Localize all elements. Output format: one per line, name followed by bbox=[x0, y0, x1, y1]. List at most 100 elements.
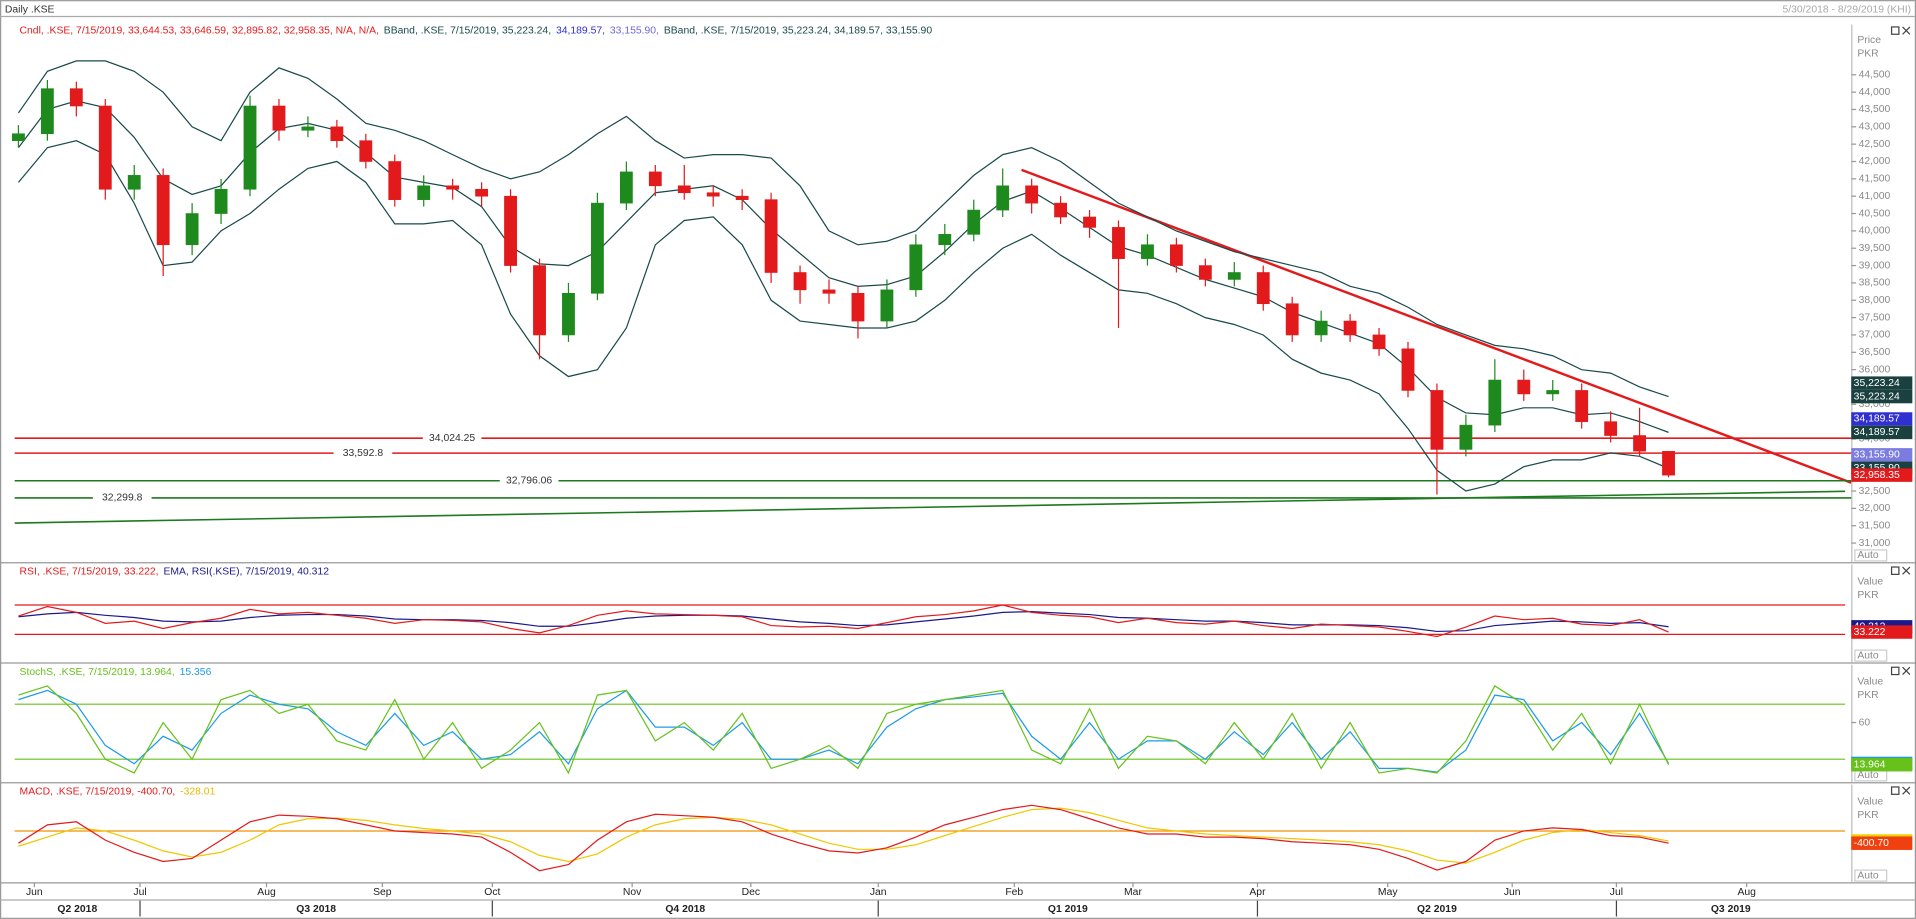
candle-body bbox=[764, 199, 778, 273]
candle-body bbox=[1314, 320, 1328, 336]
candle-body bbox=[822, 289, 836, 294]
axis-title: Value bbox=[1857, 677, 1883, 688]
candle-body bbox=[1575, 390, 1589, 422]
legend-entry: MACD, .KSE, 7/15/2019, -400.70, bbox=[20, 787, 176, 798]
candle-body bbox=[1025, 185, 1039, 204]
series-line bbox=[17, 140, 1669, 492]
y-tick-label: 36,000 bbox=[1859, 364, 1891, 375]
label-bg bbox=[333, 447, 393, 460]
candle-body bbox=[214, 188, 228, 214]
quarter-label: Q4 2018 bbox=[665, 904, 705, 915]
y-tick-label: 60 bbox=[1859, 717, 1871, 728]
candle-body bbox=[40, 88, 54, 135]
auto-button-label[interactable]: Auto bbox=[1857, 770, 1879, 781]
value-box bbox=[1851, 412, 1913, 426]
auto-button[interactable] bbox=[1854, 869, 1888, 882]
y-tick-label: 40,000 bbox=[1859, 226, 1891, 237]
candle-body bbox=[677, 185, 691, 194]
candle-body bbox=[562, 293, 575, 336]
line-label: 32,299.8 bbox=[102, 493, 143, 504]
value-box bbox=[1851, 376, 1913, 390]
series-line bbox=[18, 604, 1669, 638]
x-tick-label: Jul bbox=[133, 887, 146, 898]
candle-body bbox=[1343, 320, 1357, 336]
candle-body bbox=[1372, 334, 1386, 350]
candle-body bbox=[706, 192, 720, 197]
value-box-label: 34,189.57 bbox=[1854, 427, 1900, 438]
candle-body bbox=[851, 293, 865, 322]
candle-body bbox=[1227, 272, 1241, 280]
candle-body bbox=[243, 105, 257, 190]
y-tick-label: 41,500 bbox=[1859, 174, 1891, 185]
value-box-label: 34,189.57 bbox=[1854, 414, 1900, 425]
panel-icon[interactable] bbox=[1890, 786, 1900, 795]
axis-unit: PKR bbox=[1857, 810, 1879, 821]
series-line bbox=[17, 60, 1669, 398]
y-tick-label: 43,000 bbox=[1859, 122, 1891, 133]
candle-body bbox=[1083, 216, 1096, 228]
auto-button[interactable] bbox=[1854, 649, 1888, 662]
y-tick-label: 43,500 bbox=[1859, 104, 1891, 115]
quarter-label: Q2 2018 bbox=[57, 904, 97, 915]
panel-icon[interactable] bbox=[1902, 26, 1911, 35]
auto-button-label[interactable]: Auto bbox=[1857, 550, 1879, 561]
panel-icon[interactable] bbox=[1890, 26, 1900, 35]
candle-body bbox=[1256, 272, 1270, 305]
value-box-label: 35,223.24 bbox=[1854, 378, 1900, 389]
value-box-label: 32,958.35 bbox=[1854, 470, 1900, 481]
value-box-label: 13.964 bbox=[1854, 759, 1886, 770]
line-label: 34,024.25 bbox=[429, 433, 475, 444]
label-bg bbox=[422, 432, 482, 445]
candle-body bbox=[330, 126, 344, 141]
quarter-label: Q1 2019 bbox=[1048, 904, 1088, 915]
candle-body bbox=[590, 202, 604, 294]
legend-entry: 15.356 bbox=[180, 667, 212, 678]
series-line bbox=[18, 804, 1669, 872]
candle-body bbox=[1112, 227, 1125, 259]
x-tick-label: Aug bbox=[1737, 887, 1756, 898]
chart-title: Daily .KSE bbox=[5, 5, 55, 16]
x-tick-label: Jun bbox=[1504, 887, 1521, 898]
candle-body bbox=[1054, 202, 1068, 218]
y-tick-label: 36,500 bbox=[1859, 347, 1891, 358]
candle-body bbox=[1604, 421, 1618, 436]
legend-entry: StochS, .KSE, 7/15/2019, 13.964, bbox=[20, 667, 175, 678]
auto-button-label[interactable]: Auto bbox=[1857, 650, 1879, 661]
x-tick-label: Dec bbox=[742, 887, 760, 898]
legend-entry: Cndl, .KSE, 7/15/2019, 33,644.53, 33,646… bbox=[20, 25, 379, 36]
candle-body bbox=[1430, 390, 1444, 450]
candle-body bbox=[793, 272, 807, 291]
trend-line bbox=[14, 490, 1846, 524]
candle-body bbox=[359, 140, 373, 162]
panel-icon[interactable] bbox=[1902, 566, 1911, 575]
candle-body bbox=[185, 213, 199, 246]
legend-entry: BBand, .KSE, 7/15/2019, 35,223.24, bbox=[384, 25, 551, 36]
value-box bbox=[1851, 425, 1913, 440]
y-tick-label: 35,000 bbox=[1859, 399, 1891, 410]
y-tick-label: 37,500 bbox=[1859, 312, 1891, 323]
x-tick-label: Jun bbox=[26, 887, 43, 898]
x-tick-label: Feb bbox=[1005, 887, 1023, 898]
quarter-label: Q2 2019 bbox=[1417, 904, 1457, 915]
panel-icon[interactable] bbox=[1890, 666, 1900, 676]
auto-button[interactable] bbox=[1854, 549, 1888, 562]
panel-icon[interactable] bbox=[1890, 566, 1900, 575]
candle-body bbox=[880, 289, 894, 322]
candle-body bbox=[1401, 348, 1415, 391]
panel-icon[interactable] bbox=[1902, 786, 1911, 795]
auto-button-label[interactable]: Auto bbox=[1857, 870, 1879, 881]
candle-body bbox=[417, 185, 431, 200]
legend-entry: 33,155.90, bbox=[610, 25, 659, 36]
y-tick-label: 42,500 bbox=[1859, 139, 1891, 150]
y-tick-label: 32,500 bbox=[1859, 486, 1891, 497]
panel-icon[interactable] bbox=[1902, 666, 1911, 675]
value-box-label: 33,155.90 bbox=[1854, 450, 1900, 461]
value-box bbox=[1851, 757, 1913, 772]
x-tick-label: Sep bbox=[373, 887, 392, 898]
candle-body bbox=[1662, 451, 1675, 476]
candle-body bbox=[619, 171, 633, 204]
series-line bbox=[18, 611, 1669, 633]
axis-unit: PKR bbox=[1857, 590, 1879, 601]
